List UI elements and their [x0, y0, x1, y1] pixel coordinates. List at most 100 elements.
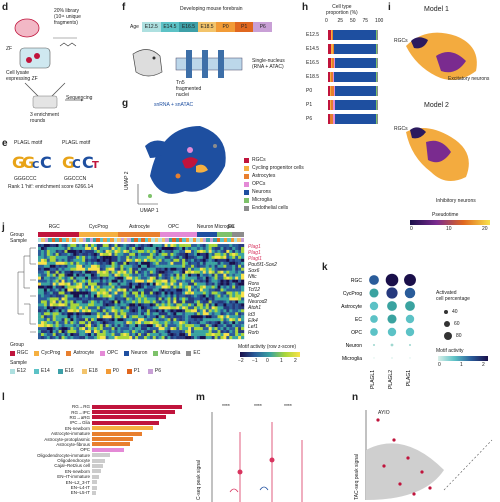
- heatmap-cell: [211, 249, 215, 254]
- heatmap-cell: [158, 333, 162, 337]
- heatmap-cell: [188, 264, 192, 268]
- heatmap-cell: [152, 312, 156, 316]
- heatmap-cell: [208, 297, 212, 301]
- heatmap-cell: [199, 309, 203, 313]
- heatmap-cell: [46, 312, 50, 316]
- heatmap-cell: [46, 255, 50, 260]
- heatmap-cell: [158, 318, 162, 322]
- heatmap-cell: [155, 300, 159, 304]
- bar-segment: [334, 100, 376, 110]
- heatmap-cell: [58, 330, 62, 334]
- heatmap-cell: [90, 282, 95, 286]
- heatmap-cell: [191, 270, 195, 274]
- heatmap-cell: [61, 255, 65, 260]
- heatmap-cell: [117, 315, 121, 319]
- heatmap-cell: [111, 306, 115, 310]
- heatmap-cell: [205, 264, 209, 268]
- heatmap-cell: [67, 300, 71, 304]
- heatmap-cell: [188, 327, 192, 331]
- heatmap-cell: [58, 252, 62, 257]
- heatmap-cell: [58, 282, 62, 286]
- heatmap-cell: [152, 309, 156, 313]
- heatmap-cell: [214, 315, 218, 319]
- heatmap-cell: [188, 255, 192, 260]
- heatmap-cell: [76, 294, 80, 298]
- heatmap-cell: [199, 315, 203, 319]
- heatmap-cell: [214, 285, 218, 289]
- heatmap-cell: [102, 249, 106, 254]
- heatmap-cell: [135, 327, 139, 331]
- heatmap-cell: [176, 273, 180, 277]
- heatmap-cell: [126, 315, 130, 319]
- heatmap-cell: [193, 244, 198, 248]
- heatmap-cell: [199, 279, 203, 283]
- heatmap-cell: [117, 306, 121, 310]
- heatmap-cell: [149, 321, 153, 325]
- heatmap-cell: [149, 255, 153, 260]
- stacked-bar: [328, 86, 378, 96]
- heatmap-cell: [43, 312, 48, 316]
- proportion-title: Cell type proportion (%): [326, 4, 358, 16]
- heatmap-cell: [182, 297, 186, 301]
- dot-row-label: CycProg: [343, 291, 362, 297]
- heatmap-cell: [214, 306, 218, 310]
- heatmap-cell: [38, 285, 42, 289]
- heatmap-cell: [58, 309, 62, 313]
- heatmap-cell: [164, 276, 168, 280]
- heatmap-cell: [88, 255, 92, 260]
- legend-swatch: [244, 189, 249, 195]
- legend-label: Microglia: [160, 350, 181, 356]
- heatmap-cell: [155, 279, 159, 283]
- heatmap-cell: [155, 318, 159, 322]
- heatmap-cell: [226, 261, 230, 265]
- heatmap-cell: [55, 303, 59, 307]
- heatmap-cell: [188, 288, 192, 292]
- heatmap-cell: [199, 300, 203, 304]
- heatmap-cell: [164, 249, 168, 254]
- heatmap-cell: [93, 315, 98, 319]
- heatmap-cell: [152, 246, 156, 251]
- heatmap-cell: [43, 297, 48, 301]
- heatmap-cell: [238, 264, 242, 268]
- heatmap-cell: [235, 297, 239, 301]
- heatmap-cell: [164, 318, 168, 322]
- heatmap-cell: [205, 327, 209, 331]
- heatmap-cell: [188, 270, 192, 274]
- heatmap-cell: [132, 336, 136, 340]
- heatmap-cell: [226, 255, 230, 260]
- heatmap-cell: [129, 255, 133, 260]
- heatmap-cell: [170, 327, 174, 331]
- heatmap-cell: [102, 318, 106, 322]
- heatmap-cell: [40, 270, 45, 274]
- heatmap-cell: [120, 255, 124, 260]
- legend-swatch: [34, 350, 40, 356]
- heatmap-cell: [143, 330, 148, 334]
- heatmap-cell: [76, 267, 80, 271]
- stacked-bar: [328, 114, 378, 124]
- heatmap-cell: [108, 255, 112, 260]
- heatmap-cell: [93, 300, 98, 304]
- heatmap-cell: [202, 297, 206, 301]
- heatmap-cell: [99, 294, 103, 298]
- heatmap-cell: [229, 309, 233, 313]
- dot: [404, 274, 416, 286]
- heatmap-cell: [149, 279, 153, 283]
- heatmap-cell: [193, 303, 198, 307]
- heatmap-cell: [90, 306, 95, 310]
- heatmap-cell: [67, 318, 71, 322]
- heatmap-cell: [43, 244, 48, 248]
- heatmap-cell: [141, 279, 145, 283]
- heatmap-cell: [146, 309, 151, 313]
- heatmap-cell: [70, 285, 74, 289]
- heatmap-cell: [111, 288, 115, 292]
- heatmap-cell: [161, 279, 165, 283]
- heatmap-cell: [40, 246, 45, 251]
- heatmap-cell: [176, 285, 180, 289]
- heatmap-cell: [67, 306, 71, 310]
- heatmap-cell: [96, 321, 100, 325]
- heatmap-cell: [61, 315, 65, 319]
- heatmap-cell: [232, 276, 236, 280]
- heatmap-cell: [117, 273, 121, 277]
- heatmap-cell: [226, 330, 230, 334]
- heatmap-cell: [114, 300, 118, 304]
